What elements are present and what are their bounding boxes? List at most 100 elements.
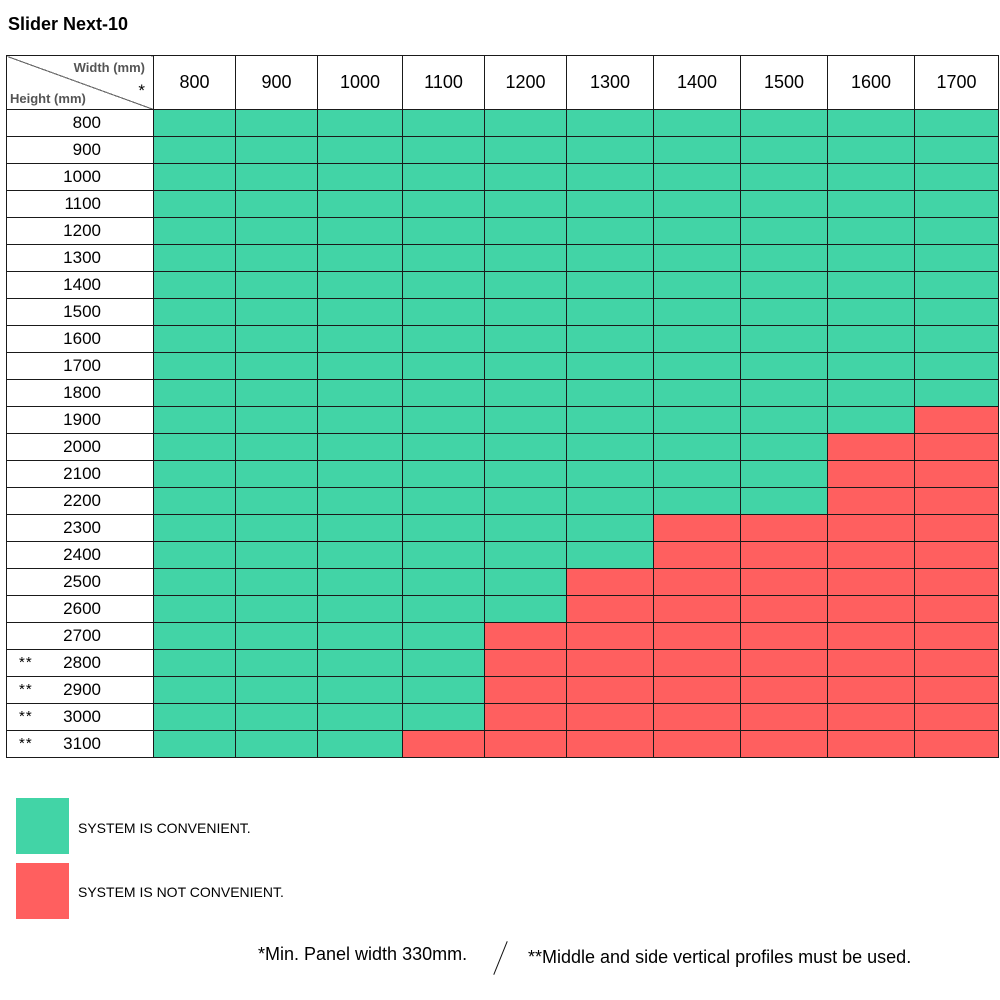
- column-header-width: 1000: [317, 55, 403, 110]
- cell-convenient: [566, 163, 654, 191]
- row-height-value: 2900: [63, 680, 101, 699]
- cell-not-convenient: [484, 703, 567, 731]
- cell-convenient: [317, 325, 403, 353]
- cell-convenient: [317, 541, 403, 569]
- cell-not-convenient: [653, 703, 741, 731]
- cell-convenient: [153, 595, 236, 623]
- row-height-value: 1000: [63, 167, 101, 186]
- table-row: 2000: [6, 433, 999, 461]
- cell-convenient: [827, 109, 915, 137]
- cell-convenient: [235, 109, 318, 137]
- cell-not-convenient: [653, 622, 741, 650]
- cell-convenient: [153, 190, 236, 218]
- cell-convenient: [235, 298, 318, 326]
- cell-not-convenient: [914, 433, 999, 461]
- cell-not-convenient: [740, 730, 828, 758]
- cell-convenient: [402, 298, 485, 326]
- cell-not-convenient: [914, 703, 999, 731]
- cell-convenient: [317, 244, 403, 272]
- cell-convenient: [153, 541, 236, 569]
- legend-swatch-convenient: [16, 798, 69, 854]
- cell-convenient: [317, 163, 403, 191]
- cell-convenient: [653, 163, 741, 191]
- cell-convenient: [402, 433, 485, 461]
- table-row: ** 2900: [6, 676, 999, 704]
- cell-convenient: [914, 244, 999, 272]
- table-row: 800: [6, 109, 999, 137]
- cell-not-convenient: [740, 514, 828, 542]
- row-header-height: 800: [6, 109, 154, 137]
- cell-convenient: [402, 217, 485, 245]
- cell-not-convenient: [484, 649, 567, 677]
- cell-convenient: [914, 190, 999, 218]
- cell-not-convenient: [914, 730, 999, 758]
- cell-convenient: [566, 298, 654, 326]
- cell-convenient: [827, 298, 915, 326]
- cell-not-convenient: [827, 676, 915, 704]
- row-height-value: 2500: [63, 572, 101, 591]
- width-footnote-star: *: [138, 81, 145, 100]
- cell-convenient: [317, 676, 403, 704]
- cell-convenient: [153, 730, 236, 758]
- row-header-height: 2000: [6, 433, 154, 461]
- cell-convenient: [153, 703, 236, 731]
- cell-convenient: [566, 487, 654, 515]
- cell-convenient: [653, 352, 741, 380]
- row-header-height: 2500: [6, 568, 154, 596]
- cell-convenient: [153, 244, 236, 272]
- cell-convenient: [235, 325, 318, 353]
- table-row: 1400: [6, 271, 999, 299]
- row-height-value: 800: [72, 113, 101, 132]
- cell-convenient: [402, 136, 485, 164]
- row-header-height: 1900: [6, 406, 154, 434]
- row-header-height: 1300: [6, 244, 154, 272]
- table-row: 1900: [6, 406, 999, 434]
- cell-convenient: [484, 352, 567, 380]
- cell-convenient: [153, 271, 236, 299]
- cell-convenient: [653, 217, 741, 245]
- cell-convenient: [484, 595, 567, 623]
- row-height-value: 1100: [64, 194, 101, 213]
- row-header-height: 2300: [6, 514, 154, 542]
- cell-convenient: [740, 406, 828, 434]
- table-row: ** 3100: [6, 730, 999, 758]
- table-row: 900: [6, 136, 999, 164]
- cell-convenient: [317, 487, 403, 515]
- cell-convenient: [402, 541, 485, 569]
- cell-convenient: [153, 298, 236, 326]
- cell-convenient: [484, 406, 567, 434]
- cell-not-convenient: [740, 541, 828, 569]
- table-row: 1500: [6, 298, 999, 326]
- row-footnote-mark: **: [19, 735, 33, 752]
- cell-convenient: [153, 406, 236, 434]
- cell-convenient: [740, 433, 828, 461]
- cell-convenient: [740, 460, 828, 488]
- cell-not-convenient: [914, 406, 999, 434]
- cell-convenient: [402, 271, 485, 299]
- cell-convenient: [317, 298, 403, 326]
- cell-convenient: [566, 217, 654, 245]
- cell-not-convenient: [566, 622, 654, 650]
- cell-convenient: [484, 379, 567, 407]
- cell-not-convenient: [914, 541, 999, 569]
- cell-convenient: [235, 271, 318, 299]
- cell-not-convenient: [484, 622, 567, 650]
- cell-convenient: [153, 460, 236, 488]
- cell-convenient: [653, 109, 741, 137]
- cell-convenient: [653, 271, 741, 299]
- cell-convenient: [653, 460, 741, 488]
- cell-convenient: [153, 109, 236, 137]
- size-matrix-table: Width (mm) * Height (mm) 800 900 1000 1100 1…: [6, 55, 999, 758]
- cell-not-convenient: [827, 433, 915, 461]
- row-header-height: 2200: [6, 487, 154, 515]
- cell-convenient: [566, 433, 654, 461]
- cell-not-convenient: [566, 568, 654, 596]
- row-footnote-mark: **: [19, 654, 33, 671]
- cell-convenient: [235, 730, 318, 758]
- cell-convenient: [402, 568, 485, 596]
- cell-not-convenient: [914, 487, 999, 515]
- cell-convenient: [317, 271, 403, 299]
- cell-not-convenient: [827, 460, 915, 488]
- cell-not-convenient: [914, 568, 999, 596]
- cell-convenient: [317, 109, 403, 137]
